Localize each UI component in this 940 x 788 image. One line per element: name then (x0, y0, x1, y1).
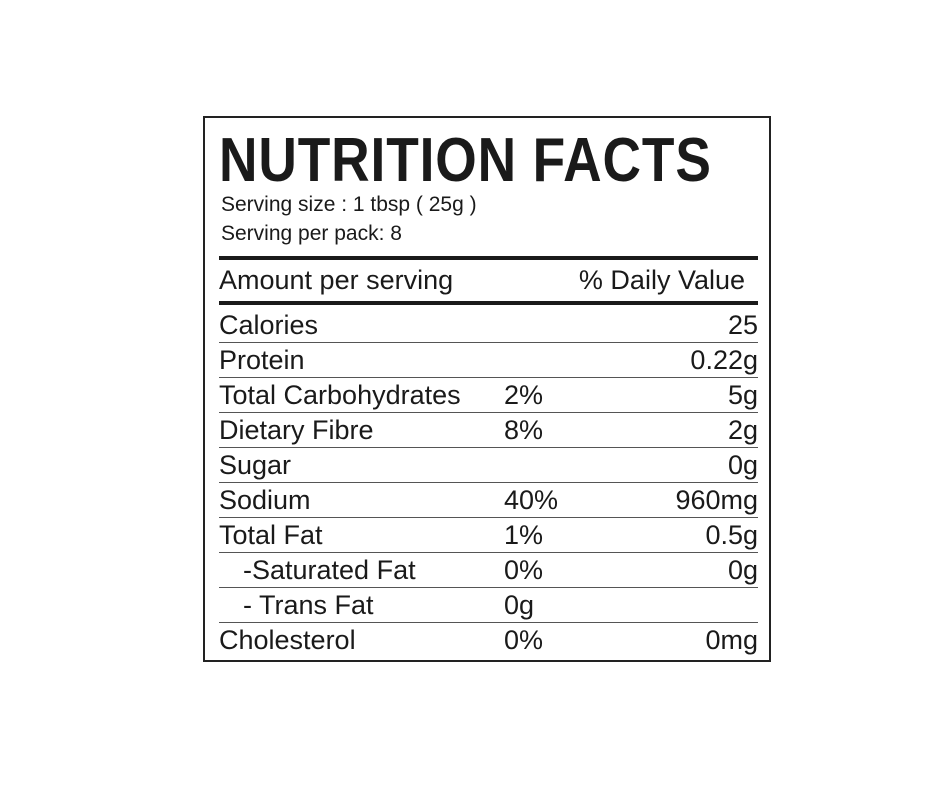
table-row: Total Fat 1% 0.5g (219, 518, 758, 553)
nutrient-amount: 0g (727, 450, 758, 480)
nutrient-name: Total Fat (219, 520, 323, 550)
nutrient-name: Sodium (219, 485, 311, 515)
table-row: Sugar 0g (219, 448, 758, 483)
nutrient-amount: 0mg (705, 625, 758, 655)
nutrient-percent: 0% (504, 625, 544, 655)
nutrient-name: Dietary Fibre (219, 415, 374, 445)
nutrient-amount: 0.22g (690, 345, 758, 375)
table-row: -Saturated Fat 0% 0g (219, 553, 758, 588)
amount-per-serving-header: Amount per serving (219, 265, 454, 295)
nutrient-amount: 25 (727, 310, 758, 340)
nutrient-name: Total Carbohydrates (219, 380, 461, 410)
thick-divider (219, 256, 758, 260)
nutrient-percent: 40% (504, 485, 559, 515)
nutrient-name: Sugar (219, 450, 292, 480)
table-row: Dietary Fibre 8% 2g (219, 413, 758, 448)
table-row: Cholesterol 0% 0mg (219, 623, 758, 657)
table-row: Total Carbohydrates 2% 5g (219, 378, 758, 413)
serving-size: Serving size : 1 tbsp ( 25g ) (221, 193, 477, 216)
table-row: Sodium 40% 960mg (219, 483, 758, 518)
nutrient-percent: 2% (504, 380, 544, 410)
serving-per-pack: Serving per pack: 8 (221, 222, 402, 245)
nutrient-amount: 960mg (675, 485, 758, 515)
nutrient-name: Protein (219, 345, 305, 375)
nutrient-amount: 0g (727, 555, 758, 585)
nutrient-name: - Trans Fat (243, 590, 374, 620)
nutrient-name: Cholesterol (219, 625, 356, 655)
nutrient-table: Calories 25 Protein 0.22g Total Carbohydrate… (219, 308, 758, 657)
nutrient-name: Calories (219, 310, 319, 340)
table-row: Calories 25 (219, 308, 758, 343)
nutrient-name: -Saturated Fat (243, 555, 416, 585)
label-title: NUTRITION FACTS (219, 126, 712, 195)
thick-divider (219, 301, 758, 305)
nutrition-facts-label: NUTRITION FACTS Serving size : 1 tbsp ( … (203, 116, 771, 662)
nutrient-percent: 0g (504, 590, 535, 620)
nutrient-amount: 5g (727, 380, 758, 410)
table-row: Protein 0.22g (219, 343, 758, 378)
nutrient-percent: 0% (504, 555, 544, 585)
daily-value-header: % Daily Value (578, 265, 745, 295)
table-row: - Trans Fat 0g (219, 588, 758, 623)
nutrient-amount: 0.5g (705, 520, 758, 550)
nutrient-percent: 1% (504, 520, 544, 550)
nutrient-amount: 2g (727, 415, 758, 445)
nutrient-percent: 8% (504, 415, 544, 445)
